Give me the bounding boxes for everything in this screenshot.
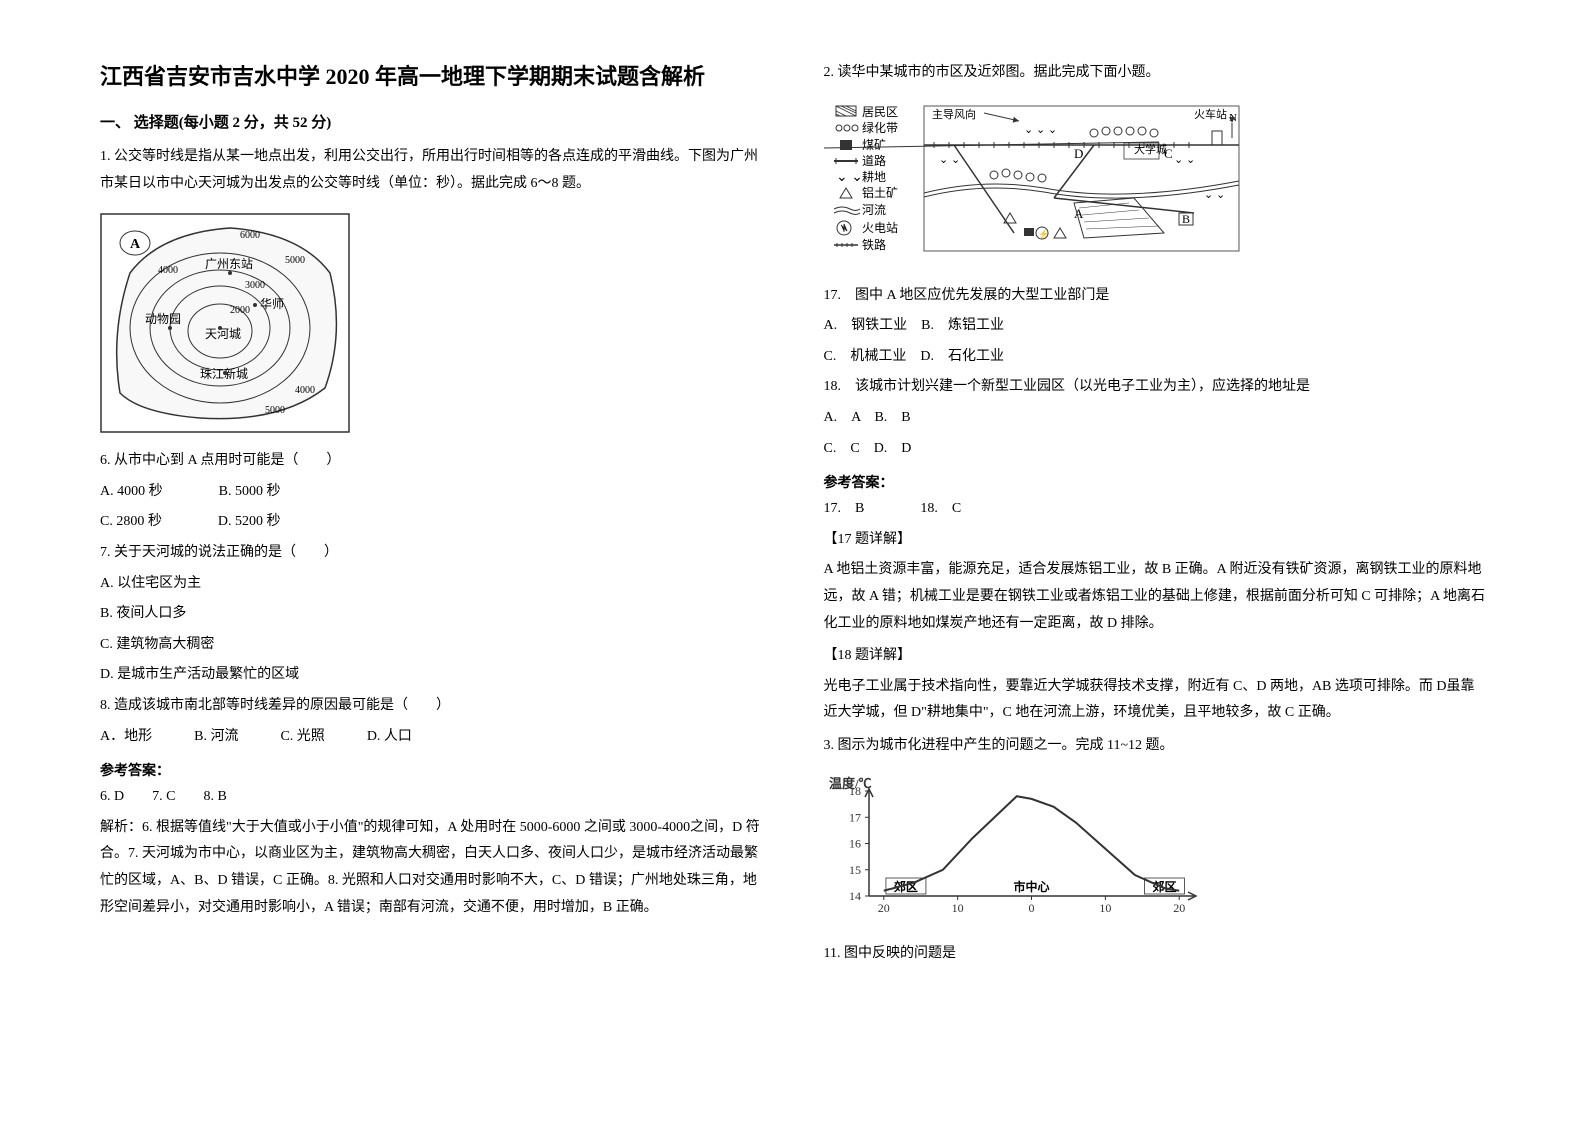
explain-17: A 地铝土资源丰富，能源充足，适合发展炼铝工业，故 B 正确。A 附近没有铁矿资… — [824, 557, 1488, 637]
q18-text: 18. 该城市计划兴建一个新型工业园区（以光电子工业为主），应选择的地址是 — [824, 374, 1488, 401]
q11-text: 11. 图中反映的问题是 — [824, 941, 1488, 968]
svg-text:⌄ ⌄: ⌄ ⌄ — [939, 154, 960, 166]
svg-text:河流: 河流 — [862, 203, 886, 217]
svg-text:16: 16 — [849, 836, 861, 850]
map-label-tianhe: 天河城 — [205, 327, 241, 341]
contour-4000b: 4000 — [295, 385, 315, 396]
q18-CD: C. C D. D — [824, 436, 1488, 463]
q6-opt-B: B. 5000 秒 — [219, 484, 281, 499]
svg-text:铁路: 铁路 — [862, 237, 886, 252]
contour-3000: 3000 — [245, 280, 265, 291]
svg-text:火车站: 火车站 — [1194, 107, 1227, 121]
svg-text:17: 17 — [849, 810, 861, 824]
svg-text:⌄ ⌄: ⌄ ⌄ — [836, 170, 863, 185]
svg-text:耕地: 耕地 — [862, 169, 886, 184]
map-label-guangzhou: 广州东站 — [205, 257, 253, 271]
svg-text:0: 0 — [1028, 901, 1034, 915]
map-label-A: A — [130, 237, 141, 252]
right-column: 2. 读华中某城市的市区及近郊图。据此完成下面小题。 居民区 绿化带 煤矿 道路… — [824, 60, 1488, 1062]
svg-text:14: 14 — [849, 889, 861, 903]
contour-map: A 广州东站 华师 动物园 天河城 珠江新城 6000 5000 4000 30… — [100, 213, 764, 438]
q6-opt-D: D. 5200 秒 — [218, 514, 281, 529]
svg-text:20: 20 — [1173, 901, 1185, 915]
q6-CD: C. 2800 秒 D. 5200 秒 — [100, 509, 764, 536]
q8-opt-C: C. 光照 — [280, 729, 324, 744]
svg-text:郊区: 郊区 — [1152, 879, 1176, 894]
svg-text:绿化带: 绿化带 — [862, 120, 898, 135]
legend-box: 居民区 绿化带 煤矿 道路 ⌄ ⌄ 耕地 铝土矿 河流 — [834, 105, 898, 252]
contour-6000: 6000 — [240, 230, 260, 241]
svg-text:⌄ ⌄ ⌄: ⌄ ⌄ ⌄ — [1024, 124, 1057, 136]
q3-intro: 3. 图示为城市化进程中产生的问题之一。完成 11~12 题。 — [824, 733, 1488, 760]
section-header: 一、 选择题(每小题 2 分，共 52 分) — [100, 111, 764, 132]
map-label-zoo: 动物园 — [145, 312, 181, 326]
q18-opt-C: C. C — [824, 441, 860, 456]
answers-2: 17. B 18. C — [824, 496, 1488, 523]
svg-text:大学城: 大学城 — [1134, 142, 1167, 156]
svg-text:18: 18 — [849, 784, 861, 798]
q6-opt-A: A. 4000 秒 — [100, 484, 163, 499]
q8-opt-A: A．地形 — [100, 729, 152, 744]
svg-text:10: 10 — [951, 901, 963, 915]
explain-18-header: 【18 题详解】 — [824, 643, 1488, 670]
q2-intro: 2. 读华中某城市的市区及近郊图。据此完成下面小题。 — [824, 60, 1488, 87]
contour-2000: 2000 — [230, 305, 250, 316]
svg-text:居民区: 居民区 — [862, 105, 898, 119]
svg-text:道路: 道路 — [862, 153, 886, 168]
q8-opt-D: D. 人口 — [367, 729, 412, 744]
q17-opt-D: D. 石化工业 — [920, 349, 1004, 364]
q18-opt-D: D. D — [874, 441, 912, 456]
answer-header-2: 参考答案： — [824, 472, 1488, 492]
svg-text:N: N — [1229, 112, 1237, 124]
q8-text: 8. 造成该城市南北部等时线差异的原因最可能是（ ） — [100, 693, 764, 720]
temperature-chart: 温度/℃1415161718201001020郊区市中心郊区 — [824, 776, 1488, 931]
contour-4000: 4000 — [158, 265, 178, 276]
q6-AB: A. 4000 秒 B. 5000 秒 — [100, 479, 764, 506]
q6-text: 6. 从市中心到 A 点用时可能是（ ） — [100, 448, 764, 475]
contour-5000: 5000 — [285, 255, 305, 266]
q7-opt-A: A. 以住宅区为主 — [100, 571, 764, 598]
svg-text:⚡: ⚡ — [1038, 228, 1049, 240]
svg-text:⌄ ⌄: ⌄ ⌄ — [1174, 154, 1195, 166]
document-title: 江西省吉安市吉水中学 2020 年高一地理下学期期末试题含解析 — [100, 60, 764, 93]
q17-opt-C: C. 机械工业 — [824, 349, 907, 364]
q17-CD: C. 机械工业 D. 石化工业 — [824, 344, 1488, 371]
answers-1: 6. D 7. C 8. B — [100, 784, 764, 811]
svg-text:火电站: 火电站 — [862, 221, 898, 235]
q17-text: 17. 图中 A 地区应优先发展的大型工业部门是 — [824, 283, 1488, 310]
q18-AB: A. A B. B — [824, 405, 1488, 432]
q8-opt-B: B. 河流 — [194, 729, 238, 744]
svg-text:D: D — [1074, 146, 1083, 161]
svg-text:B: B — [1182, 212, 1190, 226]
svg-text:主导风向: 主导风向 — [932, 107, 976, 121]
svg-text:A: A — [1074, 206, 1084, 221]
q8-opts: A．地形 B. 河流 C. 光照 D. 人口 — [100, 724, 764, 751]
q17-opt-B: B. 炼铝工业 — [921, 318, 1004, 333]
q18-opt-B: B. B — [874, 410, 910, 425]
svg-text:⌄ ⌄: ⌄ ⌄ — [1204, 189, 1225, 201]
map-label-huashi: 华师 — [260, 297, 284, 311]
left-column: 江西省吉安市吉水中学 2020 年高一地理下学期期末试题含解析 一、 选择题(每… — [100, 60, 764, 1062]
explain-1: 解析：6. 根据等值线"大于大值或小于小值"的规律可知，A 处用时在 5000-… — [100, 815, 764, 921]
svg-text:15: 15 — [849, 862, 861, 876]
q7-text: 7. 关于天河城的说法正确的是（ ） — [100, 540, 764, 567]
explain-17-header: 【17 题详解】 — [824, 527, 1488, 554]
q18-opt-A: A. A — [824, 410, 861, 425]
svg-text:铝土矿: 铝土矿 — [862, 185, 898, 200]
svg-text:20: 20 — [877, 901, 889, 915]
svg-text:市中心: 市中心 — [1013, 879, 1049, 894]
q6-opt-C: C. 2800 秒 — [100, 514, 162, 529]
city-map: 居民区 绿化带 煤矿 道路 ⌄ ⌄ 耕地 铝土矿 河流 — [824, 103, 1488, 273]
q17-opt-A: A. 钢铁工业 — [824, 318, 908, 333]
q7-opt-D: D. 是城市生产活动最繁忙的区域 — [100, 662, 764, 689]
explain-18: 光电子工业属于技术指向性，要靠近大学城获得技术支撑，附近有 C、D 两地，AB … — [824, 674, 1488, 727]
svg-text:煤矿: 煤矿 — [862, 138, 886, 152]
q17-AB: A. 钢铁工业 B. 炼铝工业 — [824, 313, 1488, 340]
answer-header-1: 参考答案： — [100, 760, 764, 780]
contour-5000b: 5000 — [265, 405, 285, 416]
q7-opt-B: B. 夜间人口多 — [100, 601, 764, 628]
svg-text:10: 10 — [1099, 901, 1111, 915]
q1-intro: 1. 公交等时线是指从某一地点出发，利用公交出行，所用出行时间相等的各点连成的平… — [100, 144, 764, 197]
q7-opt-C: C. 建筑物高大稠密 — [100, 632, 764, 659]
